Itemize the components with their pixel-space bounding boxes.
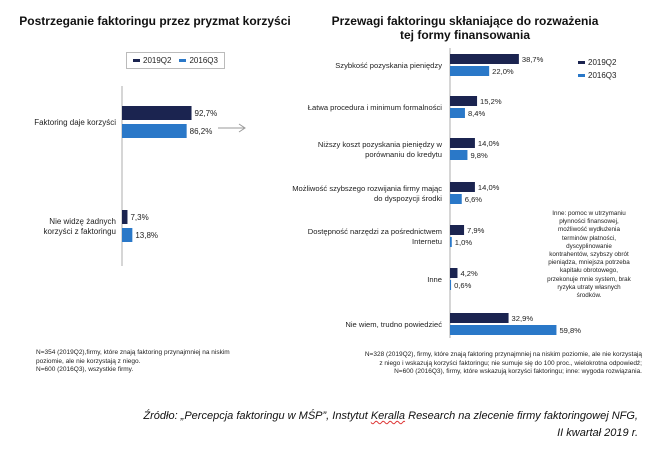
right-bar-value-label: 14,0% (478, 139, 500, 148)
inne-note-line: możliwość wydłużenia (558, 226, 620, 234)
right-title-line-2: tej formy finansowania (399, 28, 531, 42)
right-bar-value-label: 9,8% (470, 151, 488, 160)
inne-note-line: kontrahentów, szybszy obrót (549, 251, 629, 259)
right-title-line-1: Przewagi faktoringu skłaniające do rozwa… (331, 14, 599, 28)
right-bar-value-label: 14,0% (478, 183, 500, 192)
left-bar-value-label: 13,8% (135, 231, 158, 240)
inne-note-line: płynności finansowej, (559, 218, 619, 226)
inne-note-line: środków. (576, 292, 602, 300)
right-bar-value-label: 4,2% (460, 269, 478, 278)
inne-note-line: pieniądza, mniejsza potrzeba (548, 259, 630, 267)
left-category-label: korzyści z faktoringu (44, 227, 116, 236)
left-category-label: Nie widzę żadnych (49, 217, 116, 226)
footnote-line: z niego i wskazują korzyści faktoringu; … (379, 359, 642, 367)
right-bar-2019q2 (450, 225, 465, 235)
source-line-2: II kwartał 2019 r. (557, 427, 638, 439)
right-bar-2016q3 (450, 150, 468, 160)
right-bar-value-label: 38,7% (522, 55, 544, 64)
legend-2016q3: 2016Q3 (179, 56, 218, 65)
inne-note-line: przekonuje mnie system, brak (547, 275, 631, 283)
right-footnote: N=328 (2019Q2), firmy, które znają fakto… (296, 351, 642, 377)
inne-note-line: terminów płatności, (562, 234, 616, 242)
right-bar-value-label: 6,6% (465, 195, 483, 204)
inne-note-line: Inne: pomoc w utrzymaniu (552, 210, 626, 217)
right-bar-2016q3 (450, 237, 452, 247)
source-caption: Źródło: „Percepcja faktoringu w MŚP”, In… (143, 408, 638, 442)
right-category-label: Inne (427, 275, 442, 284)
footnote-line: N=354 (2019Q2),firmy, które znają faktor… (36, 349, 230, 356)
left-legend: 2019Q2 2016Q3 (126, 52, 225, 69)
right-bar-2019q2 (450, 268, 458, 278)
right-chart-title: Przewagi faktoringu skłaniające do rozwa… (300, 14, 630, 42)
legend-2019q2-right: 2019Q2 (578, 56, 616, 69)
source-keralla: Keralla (370, 410, 406, 422)
right-bar-value-label: 15,2% (480, 97, 502, 106)
right-bar-2019q2 (450, 54, 519, 64)
left-footnote: N=354 (2019Q2),firmy, które znają faktor… (36, 349, 230, 375)
left-category-label: Faktoring daje korzyści (34, 118, 116, 127)
footnote-line: N=600 (2016Q3), wszystkie firmy. (36, 366, 134, 373)
left-bar-value-label: 7,3% (130, 213, 148, 222)
inne-note-line: dyscyplinowanie (566, 242, 612, 250)
inne-note: Inne: pomoc w utrzymaniu płynności finan… (530, 210, 648, 300)
left-chart-title: Postrzeganie faktoringu przez pryzmat ko… (19, 14, 291, 28)
right-bar-value-label: 59,8% (559, 326, 581, 335)
right-bar-value-label: 8,4% (468, 109, 486, 118)
right-category-label: Niższy koszt pozyskania pieniędzy w (318, 140, 443, 149)
connector-arrow-head (238, 123, 246, 133)
right-category-label: do dyspozycji środki (374, 194, 442, 203)
legend-2019q2: 2019Q2 (133, 56, 171, 65)
right-bar-2019q2 (450, 313, 509, 323)
right-category-label: Internetu (412, 237, 442, 246)
footnote-line: N=328 (2019Q2), firmy, które znają fakto… (364, 351, 642, 358)
right-category-label: Możliwość szybszego rozwijania firmy maj… (292, 184, 442, 193)
right-bar-2016q3 (450, 66, 490, 76)
left-bar-2016q3 (122, 228, 133, 242)
right-category-label: Szybkość pozyskania pieniędzy (335, 61, 442, 70)
footnote-line: poziomie, ale nie korzystają z niego. (36, 357, 141, 365)
right-bar-2019q2 (450, 96, 478, 106)
right-category-label: Dostępność narzędzi za pośrednictwem (308, 227, 442, 236)
footnote-line: N=600 (2016Q3), firmy, które wskazują ko… (394, 368, 642, 375)
right-bar-2016q3 (450, 108, 465, 118)
inne-note-line: kapitału obrotowego, (559, 267, 619, 275)
right-bar-2016q3 (450, 194, 462, 204)
left-bar-value-label: 86,2% (190, 127, 213, 136)
right-bar-value-label: 0,6% (454, 281, 472, 290)
left-bar-2019q2 (122, 210, 128, 224)
right-bar-2019q2 (450, 182, 475, 192)
left-bar-value-label: 92,7% (195, 109, 218, 118)
right-category-label: Łatwa procedura i minimum formalności (308, 103, 443, 112)
source-line-1: Źródło: „Percepcja faktoringu w MŚP”, In… (143, 410, 638, 422)
inne-note-line: ryzyka utraty własnych (557, 283, 621, 291)
right-bar-2019q2 (450, 138, 475, 148)
legend-2016q3-right: 2016Q3 (578, 69, 616, 82)
right-legend: 2019Q2 2016Q3 (578, 56, 616, 82)
right-category-label: porównaniu do kredytu (365, 150, 442, 159)
right-bar-2016q3 (450, 325, 557, 335)
right-bar-value-label: 32,9% (512, 314, 534, 323)
left-bar-2016q3 (122, 124, 187, 138)
right-bar-value-label: 1,0% (455, 238, 473, 247)
right-bar-value-label: 7,9% (467, 226, 485, 235)
right-bar-2016q3 (450, 280, 452, 290)
right-category-label: Nie wiem, trudno powiedzieć (345, 320, 442, 329)
left-bar-2019q2 (122, 106, 192, 120)
right-bar-value-label: 22,0% (492, 67, 514, 76)
